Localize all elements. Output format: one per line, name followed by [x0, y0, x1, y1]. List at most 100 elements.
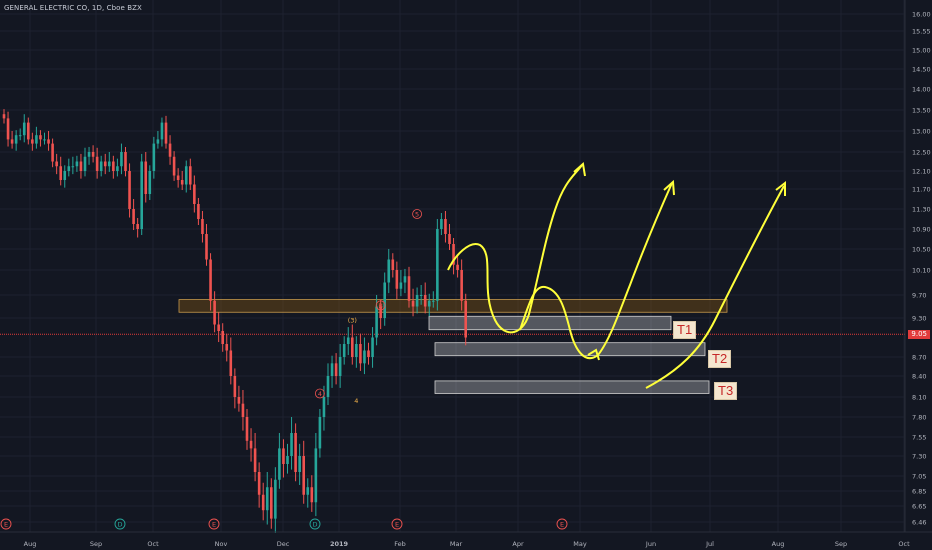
candle-body: [221, 331, 224, 344]
event-marker-label: E: [212, 521, 216, 529]
candle-body: [452, 244, 455, 265]
projection-path-1: [447, 164, 583, 334]
candle-body: [355, 344, 358, 357]
candle-body: [294, 433, 297, 472]
projection-path-3: [645, 185, 785, 389]
candle-body: [334, 363, 338, 376]
chart-grid: [0, 0, 905, 532]
chart-title: GENERAL ELECTRIC CO, 1D, Cboe BZX: [4, 4, 142, 12]
candle-body: [423, 295, 427, 307]
candle-body: [363, 350, 366, 364]
price-tick-label: 7.05: [912, 473, 926, 481]
candle-body: [152, 143, 156, 171]
candle-body: [176, 175, 180, 180]
candle-body: [330, 363, 334, 376]
candle-body: [302, 456, 305, 495]
candle-body: [6, 118, 10, 140]
candle-body: [116, 166, 119, 171]
candle-body: [43, 139, 46, 141]
candle-body: [99, 161, 103, 171]
time-tick-label: Apr: [512, 540, 524, 548]
time-tick-label: Sep: [90, 540, 102, 548]
candle-body: [124, 152, 127, 171]
candle-body: [322, 397, 326, 417]
candle-body: [290, 433, 293, 456]
time-tick-label: Jun: [645, 540, 656, 548]
candle-body: [197, 204, 200, 219]
candle-body: [209, 259, 212, 301]
candle-body: [338, 357, 342, 376]
candle-body: [22, 122, 26, 136]
candle-body: [91, 152, 95, 157]
wave-label: 4: [318, 390, 322, 398]
candle-body: [253, 448, 257, 472]
candle-body: [346, 337, 350, 344]
time-tick-label: Oct: [147, 540, 159, 548]
wave-label-circle: [412, 209, 423, 219]
candle-body: [306, 487, 310, 495]
event-marker-label: E: [560, 521, 564, 529]
candle-body: [326, 376, 330, 397]
event-marker-circle: [556, 518, 568, 530]
candle-body: [440, 219, 443, 229]
candle-body: [375, 306, 378, 338]
candle-body: [112, 161, 115, 171]
candle-body: [75, 161, 79, 167]
candle-body: [205, 234, 208, 260]
candle-body: [278, 448, 281, 480]
candle-body: [132, 209, 135, 224]
last-price-tag: 9.05: [908, 329, 930, 339]
candle-body: [189, 166, 192, 185]
resistance-zone: [178, 299, 728, 313]
candle-body: [432, 300, 435, 302]
candle-body: [164, 122, 168, 144]
candle-body: [47, 139, 50, 144]
candle-body: [245, 417, 249, 441]
candle-body: [282, 448, 285, 464]
projection-hook: [587, 348, 600, 361]
candle-body: [444, 219, 447, 234]
candle-body: [120, 152, 123, 167]
time-tick-label: Nov: [215, 540, 228, 548]
price-tick-label: 14.50: [912, 66, 931, 74]
projection-arrow-3: [775, 180, 786, 196]
candle-body: [419, 295, 423, 296]
candle-body: [391, 259, 395, 270]
target-zone-3: [434, 380, 710, 394]
target-label-t3: T3: [714, 382, 738, 400]
projection-arrow-2: [663, 179, 675, 196]
time-tick-label: Oct: [898, 540, 910, 548]
candle-body: [55, 161, 58, 167]
candle-body: [103, 161, 107, 167]
candle-body: [160, 122, 164, 140]
candle-body: [314, 448, 318, 503]
price-tick-label: 6.85: [912, 488, 926, 496]
candle-body: [407, 276, 411, 301]
candle-body: [274, 479, 277, 519]
candle-body: [436, 229, 439, 301]
price-tick-label: 11.70: [912, 186, 931, 194]
price-tick-label: 8.40: [912, 373, 926, 381]
price-tick-label: 8.70: [912, 354, 926, 362]
time-tick-label: 2019: [330, 540, 349, 548]
candle-body: [180, 180, 184, 185]
candle-body: [261, 494, 265, 511]
event-marker-label: D: [312, 521, 317, 529]
price-tick-label: 11.30: [912, 206, 931, 214]
target-zone-2: [434, 342, 706, 357]
candle-body: [379, 306, 382, 318]
time-tick-label: Dec: [277, 540, 290, 548]
candle-body: [249, 440, 253, 449]
candle-body: [217, 324, 220, 331]
candle-body: [87, 152, 91, 157]
candle-body: [35, 135, 38, 144]
price-tick-label: 9.70: [912, 292, 926, 300]
candle-body: [241, 403, 245, 417]
candle-body: [359, 344, 362, 364]
candle-body: [128, 171, 131, 209]
candle-body: [233, 376, 237, 397]
candle-body: [286, 456, 289, 464]
wave-label: (3): [348, 316, 357, 324]
